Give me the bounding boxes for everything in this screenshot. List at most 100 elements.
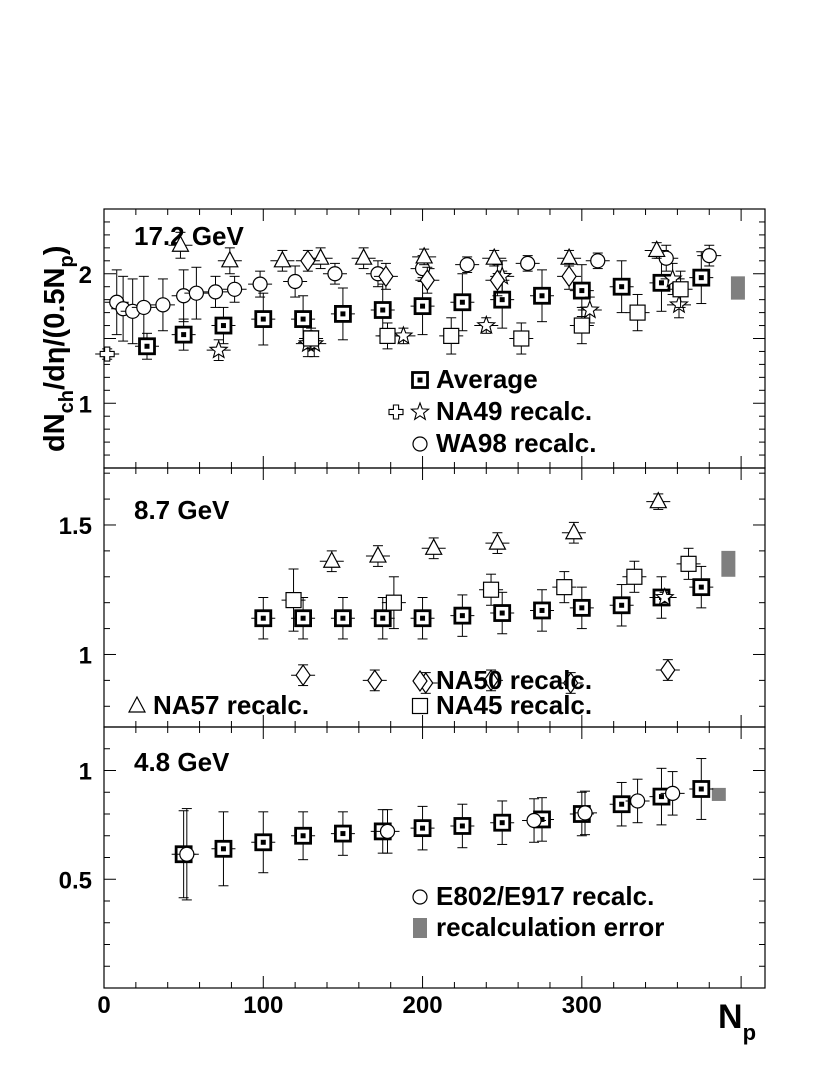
data-point bbox=[381, 576, 406, 630]
data-point bbox=[362, 669, 387, 692]
marker-star bbox=[654, 586, 675, 607]
marker-diamond bbox=[660, 658, 676, 682]
series-triangle bbox=[168, 231, 669, 275]
marker-open-square bbox=[302, 330, 320, 347]
marker-triangle bbox=[322, 550, 341, 568]
marker-square-dot bbox=[254, 609, 273, 628]
data-point bbox=[291, 597, 316, 640]
data-point bbox=[522, 798, 547, 843]
data-point bbox=[95, 346, 120, 362]
legend-marker-cross bbox=[388, 404, 404, 420]
data-point bbox=[569, 264, 594, 317]
marker-open-square bbox=[513, 330, 530, 347]
marker-square-dot bbox=[294, 609, 312, 628]
data-point bbox=[222, 275, 247, 303]
data-point bbox=[373, 262, 398, 290]
legend-label: NA50 recalc. bbox=[436, 665, 592, 695]
series-triangle bbox=[319, 491, 671, 573]
data-point bbox=[558, 671, 583, 695]
data-point bbox=[689, 565, 714, 609]
marker-triangle bbox=[564, 522, 583, 540]
marker-open-square bbox=[680, 555, 697, 572]
legend-entry: WA98 recalc. bbox=[412, 428, 596, 458]
marker-square-dot bbox=[413, 819, 432, 838]
data-point bbox=[251, 597, 276, 640]
marker-square-dot bbox=[493, 604, 512, 622]
marker-circle bbox=[188, 285, 204, 301]
data-point bbox=[410, 597, 435, 640]
marker-square-dot bbox=[254, 310, 273, 328]
marker-square-dot bbox=[334, 304, 352, 323]
marker-open-square bbox=[573, 317, 590, 334]
marker-circle bbox=[665, 785, 681, 801]
marker-triangle bbox=[354, 247, 373, 265]
legend-marker-square-dot bbox=[411, 371, 429, 389]
data-point bbox=[530, 589, 555, 632]
marker-triangle bbox=[311, 247, 330, 265]
legend-entry: NA50 recalc. bbox=[412, 665, 592, 695]
marker-open-square bbox=[672, 281, 689, 298]
legend-marker-star bbox=[409, 401, 431, 421]
data-point bbox=[676, 547, 701, 580]
data-point bbox=[622, 560, 647, 593]
data-point bbox=[391, 325, 416, 345]
marker-circle bbox=[176, 288, 192, 304]
x-tick-label: 300 bbox=[562, 992, 602, 1019]
data-point bbox=[530, 269, 555, 323]
marker-square-dot bbox=[692, 780, 711, 798]
marker-star bbox=[208, 339, 229, 359]
recalculation-error-band bbox=[721, 550, 736, 577]
marker-open-square bbox=[629, 304, 646, 321]
legend-entry: NA45 recalc. bbox=[411, 690, 592, 720]
marker-open-square bbox=[385, 594, 402, 611]
marker-square-dot bbox=[294, 826, 312, 845]
marker-diamond bbox=[489, 269, 506, 292]
marker-circle bbox=[227, 281, 243, 297]
marker-triangle bbox=[368, 545, 387, 563]
data-point bbox=[609, 584, 634, 627]
marker-circle bbox=[379, 823, 396, 840]
marker-cross bbox=[99, 346, 115, 362]
data-point bbox=[351, 247, 376, 270]
marker-square-dot bbox=[138, 337, 156, 356]
y-axis-label-subscript-p: p bbox=[56, 255, 78, 267]
marker-triangle bbox=[273, 250, 292, 268]
data-point bbox=[150, 278, 175, 332]
data-point bbox=[135, 332, 160, 360]
marker-circle bbox=[287, 273, 303, 290]
data-point bbox=[291, 811, 316, 861]
marker-open-square bbox=[379, 327, 396, 345]
data-point bbox=[184, 266, 209, 320]
y-tick-label: 2 bbox=[79, 262, 92, 289]
data-point bbox=[330, 287, 355, 341]
legend-label: NA49 recalc. bbox=[436, 396, 592, 426]
x-tick-label: 100 bbox=[243, 992, 283, 1019]
legend-label: WA98 recalc. bbox=[436, 428, 596, 458]
data-point bbox=[474, 314, 499, 335]
marker-circle bbox=[459, 257, 475, 273]
legend-marker-open-square bbox=[411, 697, 429, 715]
series-diamond bbox=[295, 249, 582, 297]
marker-circle bbox=[629, 793, 646, 809]
legend-entry: Average bbox=[411, 364, 538, 394]
data-point bbox=[515, 255, 540, 272]
marker-square-dot bbox=[174, 325, 193, 344]
marker-square-dot bbox=[533, 601, 551, 620]
data-point bbox=[490, 800, 515, 845]
y-tick-label: 0.5 bbox=[59, 867, 92, 894]
data-point bbox=[171, 318, 196, 351]
data-point bbox=[410, 805, 435, 851]
marker-circle bbox=[155, 297, 171, 313]
data-point bbox=[203, 275, 228, 308]
x-tick-label: 0 bbox=[97, 992, 110, 1019]
data-point bbox=[217, 247, 242, 275]
marker-square-dot bbox=[453, 293, 472, 312]
legend-marker-triangle bbox=[128, 695, 146, 713]
x-axis-label-subscript: p bbox=[743, 1020, 756, 1045]
data-point bbox=[652, 586, 677, 607]
data-point bbox=[655, 658, 680, 682]
marker-triangle bbox=[560, 247, 579, 265]
marker-circle bbox=[327, 266, 343, 282]
